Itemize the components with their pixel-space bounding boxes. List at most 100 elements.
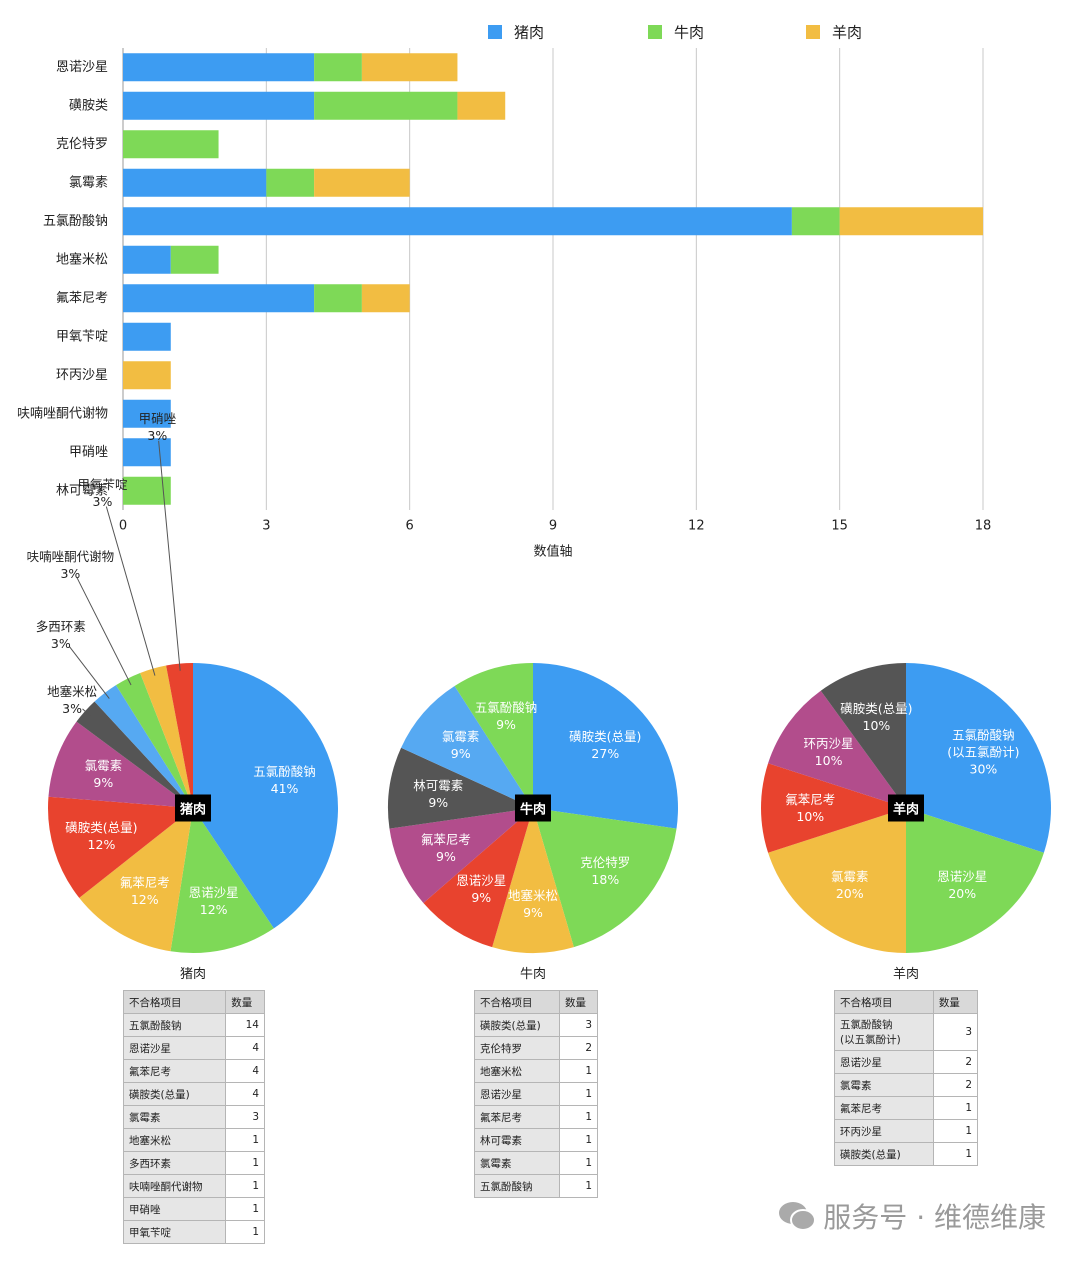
pie-title: 牛肉 bbox=[519, 967, 547, 982]
pie-label-name: 磺胺类(总量) bbox=[569, 729, 642, 745]
pie-label: 氟苯尼考 10% bbox=[785, 791, 835, 825]
watermark-text: 服务号 · 维德维康 bbox=[823, 1201, 1046, 1234]
table-row: 地塞米松 1 bbox=[473, 1059, 598, 1083]
table-row: 磺胺类(总量) 4 bbox=[122, 1082, 265, 1106]
pie-label-value: 9% bbox=[496, 717, 516, 733]
table-row: 磺胺类(总量) 3 bbox=[473, 1013, 598, 1037]
pie-label: 克伦特罗 18% bbox=[580, 854, 630, 888]
pie-slice bbox=[193, 663, 338, 929]
pie-label-name: 五氯酚酸钠 bbox=[474, 700, 538, 716]
bar-segment bbox=[457, 91, 506, 120]
bar-segment bbox=[791, 207, 840, 236]
table-header-cell: 数量 bbox=[932, 990, 979, 1014]
pie-slice bbox=[166, 663, 193, 808]
pie-label-value: 30% bbox=[969, 761, 998, 777]
table-cell: 甲氧苄啶 bbox=[122, 1220, 227, 1244]
pie-label: 林可霉素 9% bbox=[413, 777, 463, 811]
pie-slice bbox=[94, 685, 193, 808]
pie-slice bbox=[170, 808, 274, 953]
table-header-cell: 不合格项目 bbox=[834, 990, 934, 1014]
table-row: 五氯酚酸钠 1 bbox=[473, 1174, 598, 1198]
pie-label: 氯霉素 9% bbox=[85, 757, 123, 791]
table-cell: 1 bbox=[559, 1174, 598, 1198]
pie-label: 地塞米松 9% bbox=[508, 887, 558, 921]
pie-label-name: 氯霉素 bbox=[441, 729, 480, 745]
table-cell: 甲硝唑 bbox=[122, 1197, 227, 1221]
table-header-cell: 不合格项目 bbox=[122, 990, 227, 1014]
data-table: 不合格项目 数量 五氯酚酸钠 14 恩诺沙星 4 氟苯尼考 4 磺胺类(总量) 4 氯霉素 3 地塞米松… bbox=[122, 990, 265, 1244]
table-cell: 2 bbox=[559, 1036, 598, 1060]
table-row: 呋喃唑酮代谢物 1 bbox=[122, 1174, 265, 1198]
pie-label-value: 10% bbox=[796, 809, 825, 824]
bar-segment bbox=[361, 284, 410, 313]
table-header-row: 不合格项目 数量 bbox=[473, 990, 598, 1014]
leader-line bbox=[68, 646, 110, 699]
table-cell: 恩诺沙星 bbox=[834, 1050, 934, 1074]
table-cell: 1 bbox=[559, 1105, 598, 1129]
pie-label-name: 氟苯尼考 bbox=[420, 831, 471, 847]
pie-slice bbox=[761, 763, 906, 853]
pie-slice bbox=[76, 701, 193, 808]
data-table: 不合格项目 数量 五氯酚酸钠 (以五氯酚计) 3 恩诺沙星 2 氯霉素 2 氟苯尼考 1 环丙沙星 1… bbox=[834, 990, 979, 1166]
data-table: 不合格项目 数量 磺胺类(总量) 3 克伦特罗 2 地塞米松 1 恩诺沙星 1 氟苯尼考 1 林可霉素 1… bbox=[473, 990, 598, 1198]
y-tick-label: 甲氧苄啶 bbox=[56, 329, 108, 344]
table-row: 恩诺沙星 4 bbox=[122, 1036, 265, 1060]
pie-label-value: 9% bbox=[523, 904, 543, 920]
pie-label: 恩诺沙星 20% bbox=[937, 868, 987, 902]
pie-slice bbox=[140, 665, 193, 808]
pie-label: 氯霉素 9% bbox=[442, 728, 480, 762]
table-cell: 3 bbox=[932, 1013, 979, 1051]
table-header-cell: 不合格项目 bbox=[473, 990, 561, 1014]
table-row: 氟苯尼考 1 bbox=[834, 1096, 979, 1120]
table-row: 甲硝唑 1 bbox=[122, 1197, 265, 1221]
pie-label-value: 12% bbox=[87, 836, 116, 852]
bar-segment bbox=[123, 245, 171, 274]
pie-center-label: 牛肉 bbox=[514, 794, 552, 822]
pie-label: 氟苯尼考 12% bbox=[120, 874, 170, 908]
pie-label-value: 9% bbox=[428, 795, 449, 811]
table-cell: 恩诺沙星 bbox=[122, 1036, 227, 1060]
pie-label: 氯霉素 20% bbox=[831, 868, 869, 902]
pie-label-name: 林可霉素 bbox=[413, 778, 464, 794]
table-row: 磺胺类(总量) 1 bbox=[834, 1142, 979, 1166]
pie-slice bbox=[820, 663, 906, 808]
pie-label-value: 3% bbox=[60, 565, 81, 581]
pie-label: 恩诺沙星 9% bbox=[456, 872, 506, 906]
table-cell: 14 bbox=[225, 1013, 265, 1037]
pie-title: 猪肉 bbox=[179, 967, 207, 982]
legend-swatch bbox=[648, 25, 662, 39]
table-cell: 1 bbox=[932, 1096, 979, 1120]
table-cell: 1 bbox=[932, 1142, 979, 1166]
table-row: 氯霉素 3 bbox=[122, 1105, 265, 1129]
y-tick-label: 五氯酚酸钠 bbox=[43, 214, 108, 229]
pie-label-value: 10% bbox=[862, 717, 891, 733]
table-row: 氯霉素 2 bbox=[834, 1073, 979, 1097]
pie-label-value: 20% bbox=[948, 886, 977, 902]
pie-slice bbox=[454, 663, 533, 808]
pie-label-name: 氯霉素 bbox=[830, 869, 869, 885]
table-row: 克伦特罗 2 bbox=[473, 1036, 598, 1060]
pie-slice bbox=[533, 808, 677, 948]
pie-label-name: 磺胺类(总量) bbox=[840, 700, 913, 716]
pie-label-name: 氟苯尼考 bbox=[119, 874, 170, 890]
table-header-cell: 数量 bbox=[559, 990, 598, 1014]
table-cell: 1 bbox=[559, 1128, 598, 1152]
x-tick-label: 3 bbox=[262, 519, 270, 534]
pie-slice bbox=[79, 808, 193, 952]
pie-label-name: 五氯酚酸钠 (以五氯酚计) bbox=[947, 727, 1020, 760]
table-row: 甲氧苄啶 1 bbox=[122, 1220, 265, 1244]
table-cell: 1 bbox=[559, 1059, 598, 1083]
pie-label: 五氯酚酸钠 41% bbox=[253, 763, 316, 797]
table-cell: 4 bbox=[225, 1082, 265, 1106]
table-cell: 4 bbox=[225, 1036, 265, 1060]
table-row: 恩诺沙星 1 bbox=[473, 1082, 598, 1106]
pie-label-value: 3% bbox=[147, 427, 168, 443]
table-cell: 1 bbox=[559, 1151, 598, 1175]
pie-label-value: 12% bbox=[130, 891, 159, 907]
pie-slice bbox=[906, 808, 1044, 953]
table-row: 氟苯尼考 4 bbox=[122, 1059, 265, 1083]
pie-slice bbox=[48, 721, 193, 808]
pie-label-value: 9% bbox=[436, 848, 456, 864]
